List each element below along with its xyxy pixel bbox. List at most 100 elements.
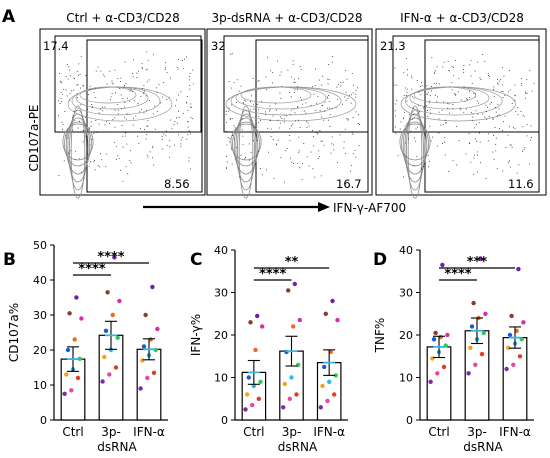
flow-event-dot (426, 105, 427, 107)
flow-event-dot (294, 82, 296, 83)
flow-event-dot (189, 72, 191, 74)
flow-event-dot (475, 138, 476, 140)
flow-event-dot (127, 173, 129, 175)
flow-event-dot (164, 62, 166, 64)
flow-event-dot (253, 103, 254, 105)
flow-event-dot (89, 144, 91, 146)
flow-event-dot (531, 137, 532, 138)
flow-event-dot (395, 132, 397, 134)
flow-event-dot (156, 111, 158, 113)
data-point (256, 396, 261, 401)
flow-event-dot (413, 116, 415, 118)
flow-event-dot (74, 159, 76, 160)
flow-event-dot (346, 118, 348, 119)
data-point (282, 381, 287, 387)
flow-event-dot (299, 167, 300, 169)
flow-event-dot (80, 55, 82, 57)
flow-event-dot (338, 84, 340, 85)
flow-event-dot (431, 90, 432, 92)
flow-event-dot (101, 159, 103, 161)
flow-event-dot (258, 115, 260, 117)
flow-event-dot (110, 96, 112, 98)
flow-event-dot (514, 128, 516, 130)
flow-event-dot (517, 114, 519, 116)
flow-event-dot (312, 168, 314, 170)
flow-event-dot (358, 123, 359, 125)
flow-event-dot (472, 116, 474, 118)
flow-event-dot (426, 93, 428, 95)
flow-event-dot (114, 141, 116, 143)
flow-event-dot (451, 82, 453, 84)
flow-event-dot (289, 92, 290, 94)
data-point (62, 391, 67, 396)
flow-event-dot (135, 115, 137, 117)
flow-event-dot (418, 91, 420, 93)
flow-event-dot (433, 71, 435, 73)
flow-event-dot (509, 166, 511, 168)
flow-event-dot (275, 103, 276, 105)
flow-event-dot (353, 84, 354, 86)
flow-event-dot (412, 118, 413, 120)
flow-x-axis-label: IFN-γ-AF700 (333, 201, 406, 215)
flow-event-dot (114, 117, 116, 119)
flow-event-dot (355, 89, 357, 91)
flow-event-dot (429, 109, 431, 111)
flow-event-dot (333, 149, 335, 151)
flow-event-dot (463, 71, 465, 73)
flow-event-dot (352, 134, 354, 135)
flow-event-dot (93, 133, 95, 134)
flow-event-dot (189, 88, 191, 90)
flow-event-dot (294, 120, 296, 122)
flow-event-dot (60, 97, 62, 99)
y-axis-label: TNF% (373, 318, 387, 354)
flow-event-dot (139, 111, 141, 113)
flow-event-dot (410, 130, 412, 132)
flow-event-dot (447, 60, 449, 62)
flow-event-dot (394, 67, 396, 69)
flow-event-dot (306, 156, 308, 158)
flow-event-dot (144, 129, 145, 131)
flow-event-dot (476, 154, 478, 156)
flow-event-dot (143, 92, 145, 94)
flow-event-dot (313, 93, 315, 95)
flow-event-dot (101, 106, 103, 108)
flow-event-dot (472, 113, 474, 115)
flow-event-dot (174, 121, 176, 123)
flow-event-dot (188, 160, 190, 162)
flow-event-dot (82, 141, 84, 143)
flow-event-dot (468, 133, 470, 134)
flow-event-dot (444, 154, 446, 156)
flow-event-dot (85, 75, 87, 76)
flow-event-dot (303, 143, 305, 144)
flow-event-dot (146, 68, 148, 70)
flow-event-dot (327, 83, 329, 85)
flow-event-dot (477, 113, 479, 115)
flow-event-dot (327, 96, 328, 98)
flow-event-dot (79, 120, 80, 122)
flow-event-dot (350, 102, 352, 104)
flow-event-dot (290, 96, 292, 98)
flow-event-dot (313, 145, 315, 147)
flow-event-dot (414, 137, 415, 139)
flow-event-dot (250, 101, 251, 103)
flow-event-dot (77, 84, 79, 85)
flow-event-dot (308, 165, 310, 167)
flow-event-dot (170, 77, 171, 79)
flow-event-dot (115, 92, 116, 94)
data-point (102, 354, 107, 360)
flow-event-dot (408, 138, 409, 140)
flow-event-dot (58, 100, 59, 102)
data-point (291, 324, 296, 329)
flow-event-dot (189, 85, 191, 86)
flow-event-dot (399, 128, 401, 130)
flow-event-dot (111, 82, 113, 84)
flow-event-dot (430, 112, 431, 114)
flow-event-dot (400, 121, 402, 123)
flow-event-dot (421, 82, 422, 83)
flow-event-dot (474, 127, 476, 129)
flow-event-dot (355, 156, 357, 158)
flow-event-dot (328, 95, 329, 96)
flow-event-dot (190, 103, 192, 105)
flow-event-dot (186, 96, 188, 97)
flow-event-dot (502, 170, 504, 172)
